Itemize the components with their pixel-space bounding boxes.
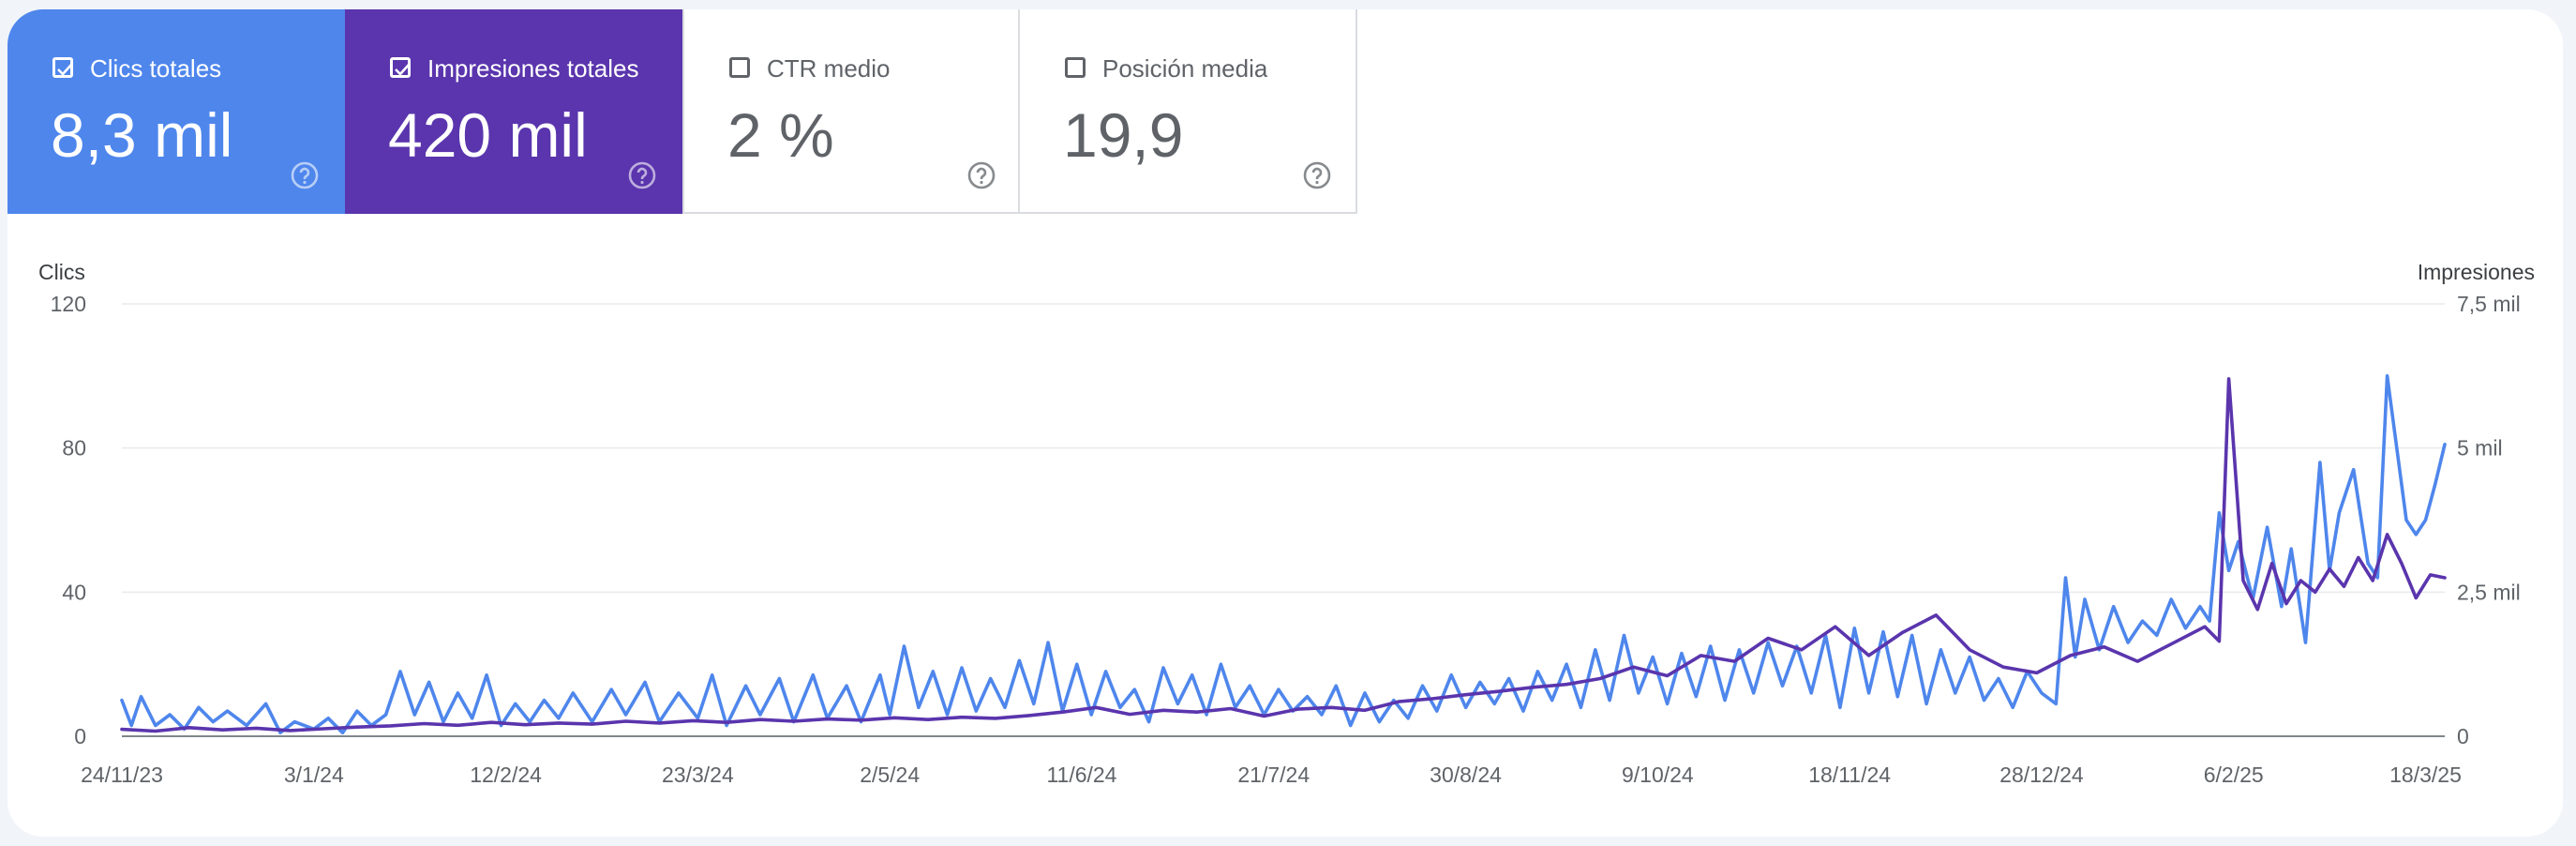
x-tick: 9/10/24 (1622, 763, 1694, 787)
checkbox-empty-icon[interactable] (1065, 57, 1086, 78)
chart-series (120, 373, 2447, 735)
checkbox-empty-icon[interactable] (729, 57, 750, 78)
y-tick-left: 0 (74, 724, 86, 748)
y-tick-right: 5 mil (2457, 436, 2503, 461)
x-tick: 28/12/24 (1999, 763, 2084, 787)
metric-cards: Clics totales 8,3 mil Impresiones totale… (7, 9, 1357, 214)
y-tick-left: 80 (62, 436, 86, 461)
x-tick: 21/7/24 (1237, 763, 1310, 787)
metric-value: 8,3 mil (51, 100, 233, 170)
metric-card-impressions[interactable]: Impresiones totales 420 mil (345, 9, 682, 214)
y-tick-right: 2,5 mil (2457, 580, 2521, 604)
y-axis-title-left: Clics (38, 260, 85, 284)
series-line-impressions (120, 377, 2447, 733)
metric-card-ctr[interactable]: CTR medio 2 % (682, 9, 1020, 214)
x-tick: 18/11/24 (1808, 763, 1891, 787)
metric-card-clicks[interactable]: Clics totales 8,3 mil (7, 9, 345, 214)
chart-grid (122, 303, 2445, 737)
x-tick: 30/8/24 (1430, 763, 1502, 787)
checkbox-checked-icon[interactable] (390, 57, 411, 78)
help-icon[interactable] (290, 160, 320, 190)
x-tick: 2/5/24 (860, 763, 920, 787)
performance-panel: Clics totales 8,3 mil Impresiones totale… (7, 9, 2563, 837)
metric-value: 420 mil (388, 100, 588, 170)
y-axis-title-right: Impresiones (2418, 260, 2535, 284)
x-tick: 23/3/24 (662, 763, 734, 787)
series-line-clicks (120, 373, 2447, 735)
help-icon[interactable] (1302, 160, 1332, 190)
y-tick-right: 7,5 mil (2457, 292, 2521, 316)
help-icon[interactable] (966, 160, 996, 190)
chart-labels: Clics Impresiones 0 40 80 120 0 2,5 mil 5 mil 7… (38, 260, 2535, 787)
checkbox-checked-icon[interactable] (52, 57, 73, 78)
x-tick: 3/1/24 (284, 763, 344, 787)
performance-chart: Clics Impresiones 0 40 80 120 0 2,5 mil 5 mil 7… (38, 260, 2535, 787)
y-tick-left: 120 (51, 292, 86, 316)
y-tick-left: 40 (62, 580, 86, 604)
x-tick: 12/2/24 (470, 763, 542, 787)
metric-value: 19,9 (1063, 100, 1184, 170)
metric-card-position[interactable]: Posición media 19,9 (1020, 9, 1357, 214)
x-tick: 6/2/25 (2204, 763, 2264, 787)
x-tick: 24/11/23 (81, 763, 163, 787)
metric-value: 2 % (727, 100, 834, 170)
x-tick: 11/6/24 (1046, 763, 1116, 787)
x-tick: 18/3/25 (2389, 763, 2462, 787)
y-tick-right: 0 (2457, 724, 2469, 748)
help-icon[interactable] (627, 160, 657, 190)
